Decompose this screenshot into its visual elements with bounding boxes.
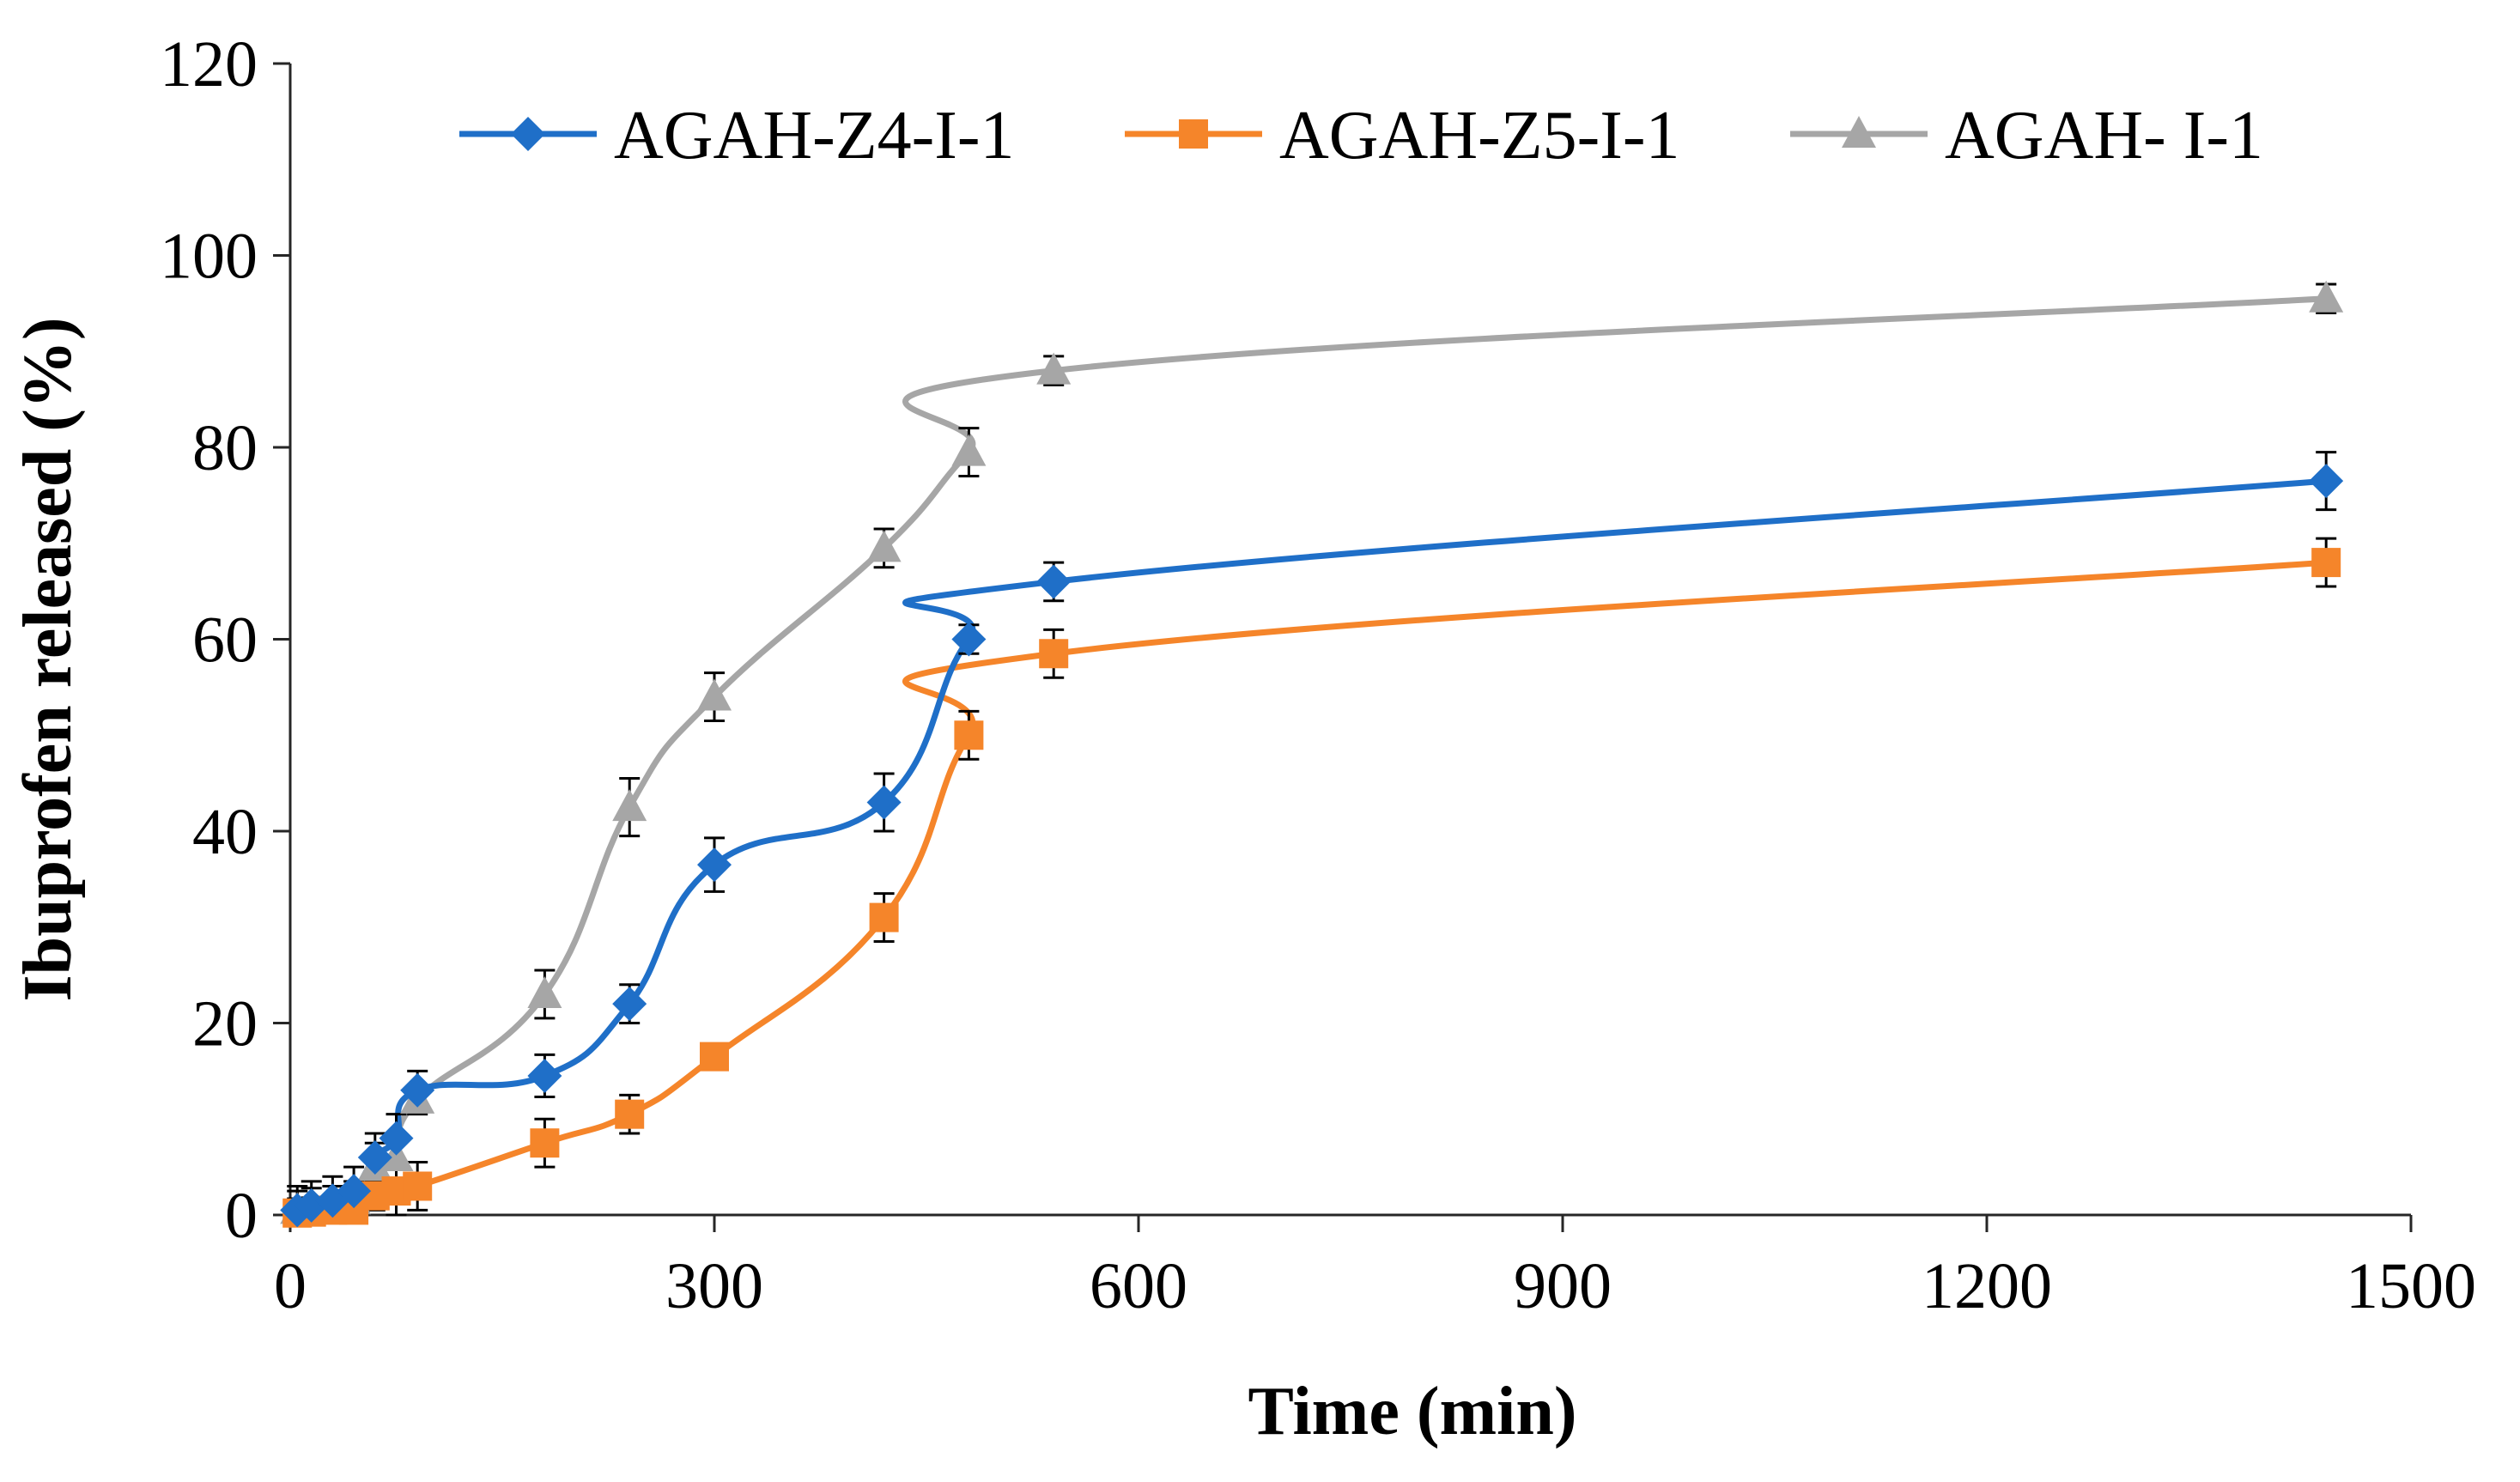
legend-marker-1 xyxy=(511,117,545,151)
axes xyxy=(273,62,2413,1232)
data-point-series-1 xyxy=(1036,564,1072,599)
series-line-1 xyxy=(296,477,2327,1213)
data-point-series-1 xyxy=(2309,464,2344,499)
data-point-series-3 xyxy=(527,975,562,1008)
data-point-series-2 xyxy=(403,1171,433,1201)
y-tick-label: 20 xyxy=(192,988,258,1060)
data-point-series-1 xyxy=(400,1072,435,1108)
data-point-series-3 xyxy=(612,789,647,822)
data-point-series-2 xyxy=(615,1099,645,1129)
x-tick-label: 1200 xyxy=(1922,1250,2052,1322)
data-point-series-3 xyxy=(697,678,732,711)
data-point-series-3 xyxy=(1036,352,1072,385)
x-tick-label: 0 xyxy=(274,1250,307,1322)
legend: AGAH-Z4-I-1 AGAH-Z5-I-1 AGAH- I-1 xyxy=(459,98,2263,173)
data-point-series-1 xyxy=(866,785,902,820)
data-point-series-2 xyxy=(2311,548,2341,578)
data-point-series-1 xyxy=(527,1058,562,1093)
legend-label-2: AGAH-Z5-I-1 xyxy=(1279,98,1680,173)
legend-label-3: AGAH- I-1 xyxy=(1945,98,2263,173)
x-tick-label: 900 xyxy=(1514,1250,1612,1322)
data-point-series-3 xyxy=(2309,280,2344,313)
x-axis-title: Time (min) xyxy=(1248,1374,1577,1449)
data-point-series-1 xyxy=(357,1139,392,1175)
y-tick-label: 120 xyxy=(160,28,258,100)
data-point-series-2 xyxy=(700,1042,729,1072)
data-point-series-3 xyxy=(951,434,987,466)
data-point-series-1 xyxy=(612,987,647,1022)
y-tick-label: 60 xyxy=(192,604,258,677)
legend-marker-2 xyxy=(1179,119,1208,149)
x-tick-label: 600 xyxy=(1090,1250,1187,1322)
data-point-series-1 xyxy=(697,847,732,883)
legend-marker-3 xyxy=(1842,116,1876,148)
data-point-series-2 xyxy=(530,1128,560,1158)
series-line-3 xyxy=(296,295,2327,1213)
data-point-series-2 xyxy=(869,902,899,932)
x-tick-label: 300 xyxy=(665,1250,763,1322)
legend-label-1: AGAH-Z4-I-1 xyxy=(614,98,1015,173)
series-lines xyxy=(296,295,2327,1217)
x-tick-label: 1500 xyxy=(2346,1250,2476,1322)
data-point-series-2 xyxy=(1039,639,1069,669)
data-point-series-3 xyxy=(866,530,902,562)
error-bars xyxy=(287,282,2337,1217)
y-tick-label: 100 xyxy=(160,221,258,293)
data-point-series-1 xyxy=(951,622,987,657)
data-point-series-1 xyxy=(337,1174,372,1209)
data-point-series-1 xyxy=(379,1121,414,1156)
y-tick-label: 80 xyxy=(192,412,258,484)
y-tick-label: 40 xyxy=(192,796,258,868)
y-axis-title: Ibuprofen released (%) xyxy=(10,317,86,1001)
data-markers xyxy=(280,280,2344,1228)
data-point-series-2 xyxy=(954,720,984,750)
series-line-2 xyxy=(296,559,2327,1217)
y-tick-label: 0 xyxy=(225,1180,258,1252)
